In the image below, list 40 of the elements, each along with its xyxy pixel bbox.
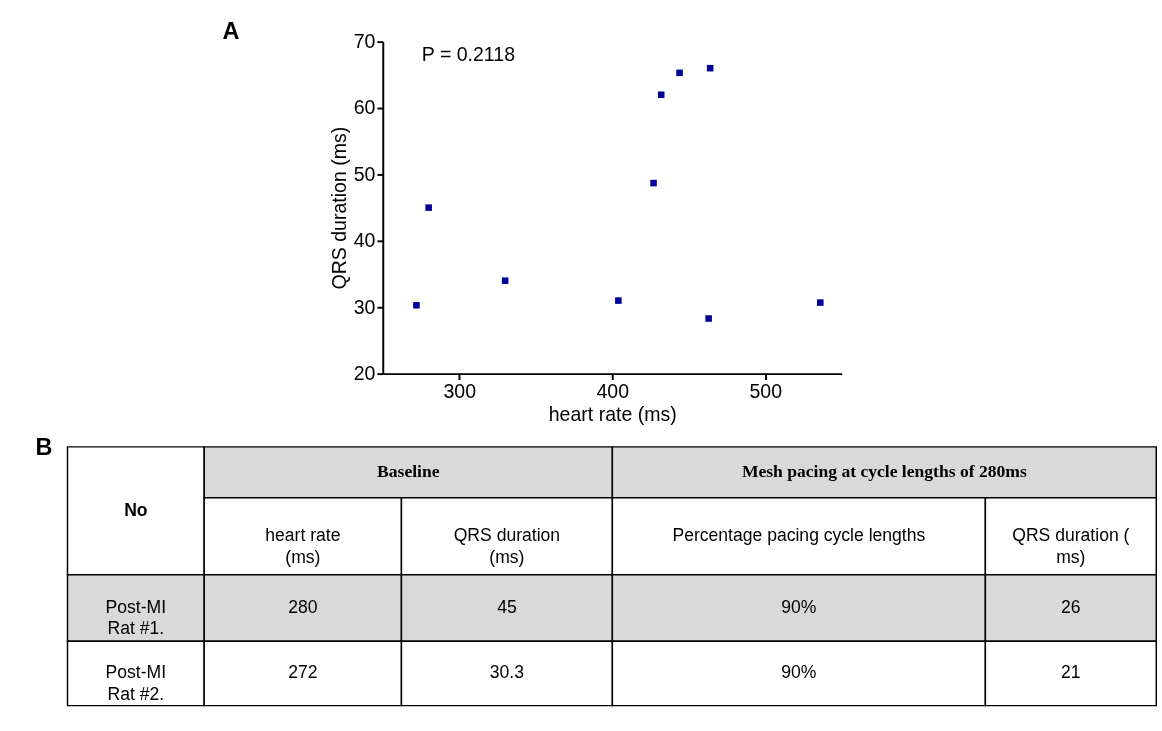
text: Post-MI Rat #2. <box>105 662 167 704</box>
point <box>676 69 683 77</box>
point <box>705 315 712 322</box>
text: 45 <box>497 596 517 617</box>
x-tick-label: 300 <box>443 379 477 402</box>
text: Percentage pacing cycle lengths <box>672 525 926 546</box>
text: No <box>124 499 148 520</box>
text: QRS duration ( ms) <box>1012 525 1130 567</box>
text: Post-MI Rat #1. <box>105 596 167 639</box>
text: heart rate (ms) <box>265 525 341 567</box>
y-axis-title: QRS duration (ms) <box>327 126 350 290</box>
text: Mesh pacing at cycle lengths of 280ms <box>741 461 1027 482</box>
point <box>817 299 824 306</box>
point <box>413 301 420 309</box>
point <box>425 204 432 211</box>
point <box>501 277 509 284</box>
y-tick-label: 40 <box>353 229 376 252</box>
chart-title: A <box>222 17 240 44</box>
annotation: P = 0.2118 <box>421 43 515 66</box>
text: 272 <box>288 662 318 683</box>
text: 21 <box>1061 662 1081 683</box>
x-tick-label: 500 <box>749 379 783 402</box>
text: 280 <box>288 596 318 617</box>
text: Baseline <box>377 461 440 482</box>
y-tick-label: 60 <box>353 96 376 119</box>
y-tick-label: 20 <box>353 361 376 384</box>
y-tick-label: 50 <box>353 162 376 185</box>
point <box>650 179 657 187</box>
text: 26 <box>1061 596 1081 617</box>
point <box>615 297 622 304</box>
text: 90% <box>781 596 817 617</box>
y-tick-label: 30 <box>353 295 376 318</box>
text: 90% <box>781 662 817 683</box>
y-tick-label: 70 <box>353 29 376 52</box>
text: B <box>35 433 53 460</box>
x-tick-label: 400 <box>596 379 630 402</box>
text: QRS duration (ms) <box>453 525 561 567</box>
text: 30.3 <box>489 662 524 683</box>
point <box>657 91 665 99</box>
x-axis-title: heart rate (ms) <box>548 402 677 425</box>
